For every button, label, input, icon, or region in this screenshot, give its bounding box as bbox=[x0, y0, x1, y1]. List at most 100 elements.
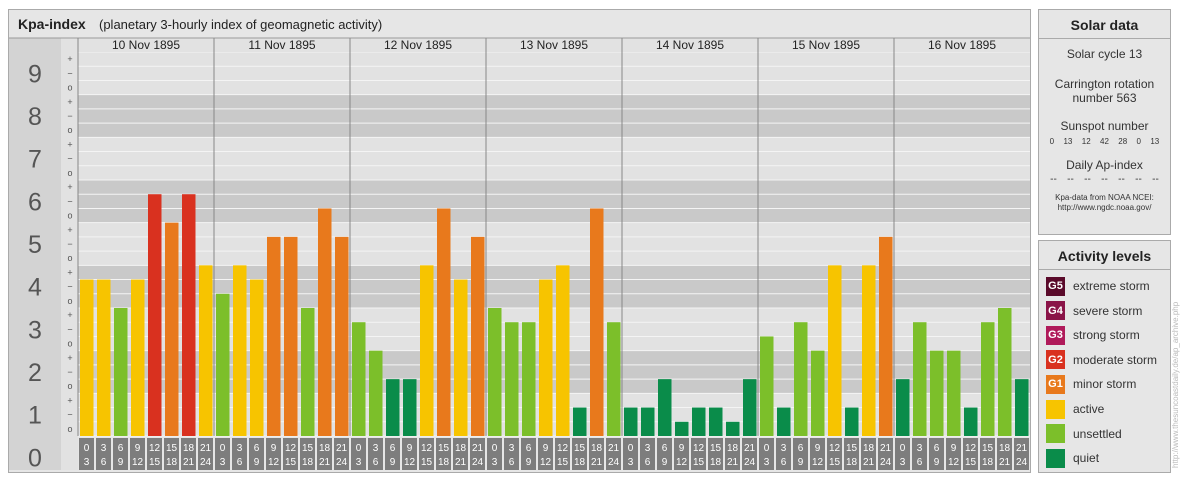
interval-box bbox=[436, 438, 451, 470]
carrington-line-2: number 563 bbox=[1072, 91, 1137, 105]
kp-bar bbox=[199, 265, 213, 436]
interval-end-label: 3 bbox=[84, 457, 90, 468]
y-tick-label: 9 bbox=[28, 60, 42, 88]
interval-start-label: 18 bbox=[183, 443, 195, 454]
kp-bar bbox=[760, 336, 774, 436]
minor-tick-label: + bbox=[67, 353, 72, 363]
legend-swatch: G4 bbox=[1046, 301, 1065, 321]
interval-end-label: 21 bbox=[727, 457, 739, 468]
sunspot-values: 0 13 12 42 28 0 13 bbox=[1045, 137, 1164, 146]
legend-swatch bbox=[1046, 424, 1065, 444]
interval-start-label: 9 bbox=[679, 443, 685, 454]
y-tick-label: 8 bbox=[28, 103, 42, 131]
kp-bar bbox=[114, 308, 128, 436]
kp-bar bbox=[505, 322, 519, 436]
kp-bar bbox=[335, 236, 349, 436]
interval-box bbox=[606, 438, 621, 470]
interval-start-label: 21 bbox=[744, 443, 756, 454]
interval-end-label: 3 bbox=[356, 457, 362, 468]
carrington-rotation: Carrington rotation number 563 bbox=[1039, 77, 1170, 105]
interval-start-label: 15 bbox=[302, 443, 314, 454]
ap-index-values: -- -- -- -- -- -- -- bbox=[1045, 174, 1164, 185]
interval-box bbox=[1014, 438, 1029, 470]
interval-end-label: 9 bbox=[798, 457, 804, 468]
kp-bar bbox=[998, 308, 1012, 436]
ap-value: -- bbox=[1118, 174, 1125, 185]
interval-box bbox=[470, 438, 485, 470]
interval-box bbox=[130, 438, 145, 470]
interval-box bbox=[402, 438, 417, 470]
minor-tick-label: o bbox=[67, 296, 72, 306]
interval-end-label: 21 bbox=[183, 457, 195, 468]
kp-bar bbox=[182, 194, 196, 436]
kp-bar bbox=[845, 407, 859, 436]
day-header-strip bbox=[78, 38, 1030, 52]
interval-box bbox=[232, 438, 247, 470]
interval-end-label: 24 bbox=[200, 457, 212, 468]
interval-box bbox=[334, 438, 349, 470]
interval-end-label: 12 bbox=[676, 457, 688, 468]
interval-end-label: 15 bbox=[829, 457, 841, 468]
kp-bar bbox=[80, 279, 94, 436]
kp-bar bbox=[539, 279, 553, 436]
kp-band bbox=[78, 180, 1030, 223]
interval-box bbox=[538, 438, 553, 470]
interval-end-label: 15 bbox=[421, 457, 433, 468]
ap-value: -- bbox=[1084, 174, 1091, 185]
legend-swatch: G3 bbox=[1046, 325, 1065, 345]
interval-start-label: 12 bbox=[693, 443, 705, 454]
legend-label: severe storm bbox=[1073, 303, 1143, 318]
kp-bar bbox=[590, 208, 604, 436]
interval-end-label: 18 bbox=[982, 457, 994, 468]
interval-end-label: 18 bbox=[574, 457, 586, 468]
interval-end-label: 12 bbox=[268, 457, 280, 468]
interval-end-label: 21 bbox=[999, 457, 1011, 468]
minor-tick-label: + bbox=[67, 182, 72, 192]
interval-start-label: 9 bbox=[543, 443, 549, 454]
interval-end-label: 24 bbox=[1016, 457, 1028, 468]
interval-box bbox=[980, 438, 995, 470]
kp-bar bbox=[267, 236, 281, 436]
interval-box bbox=[929, 438, 944, 470]
interval-start-label: 9 bbox=[407, 443, 413, 454]
kp-bar bbox=[828, 265, 842, 436]
y-axis-column bbox=[9, 38, 61, 470]
interval-end-label: 24 bbox=[336, 457, 348, 468]
kp-bar bbox=[216, 293, 230, 436]
kp-bar bbox=[726, 421, 740, 436]
legend-item: unsettled bbox=[1046, 424, 1122, 444]
kp-bar bbox=[233, 265, 247, 436]
source-link[interactable]: http://www.ngdc.noaa.gov/ bbox=[1057, 203, 1152, 212]
interval-box bbox=[487, 438, 502, 470]
interval-end-label: 24 bbox=[472, 457, 484, 468]
interval-end-label: 15 bbox=[285, 457, 297, 468]
interval-box bbox=[844, 438, 859, 470]
kp-bar bbox=[165, 222, 179, 436]
legend-label: unsettled bbox=[1073, 426, 1122, 441]
kp-bar bbox=[471, 236, 485, 436]
day-label: 10 Nov 1895 bbox=[112, 38, 180, 52]
interval-start-label: 0 bbox=[356, 443, 362, 454]
kp-bar bbox=[862, 265, 876, 436]
sunspot-title: Sunspot number bbox=[1060, 119, 1149, 133]
ap-value: -- bbox=[1152, 174, 1159, 185]
interval-start-label: 21 bbox=[336, 443, 348, 454]
interval-start-label: 6 bbox=[526, 443, 532, 454]
interval-box bbox=[589, 438, 604, 470]
interval-start-label: 6 bbox=[662, 443, 668, 454]
sunspot-value: 13 bbox=[1150, 137, 1160, 146]
interval-box bbox=[674, 438, 689, 470]
interval-box bbox=[572, 438, 587, 470]
interval-start-label: 6 bbox=[798, 443, 804, 454]
sunspot-value: 42 bbox=[1100, 137, 1109, 146]
sunspot-value: 13 bbox=[1063, 137, 1073, 146]
minor-tick-label: − bbox=[67, 111, 72, 121]
kp-bar bbox=[148, 194, 162, 436]
kp-bar bbox=[488, 308, 502, 436]
interval-box bbox=[640, 438, 655, 470]
interval-end-label: 18 bbox=[710, 457, 722, 468]
ap-value: -- bbox=[1067, 174, 1074, 185]
interval-start-label: 15 bbox=[438, 443, 450, 454]
interval-start-label: 18 bbox=[999, 443, 1011, 454]
kp-bar bbox=[607, 322, 621, 436]
